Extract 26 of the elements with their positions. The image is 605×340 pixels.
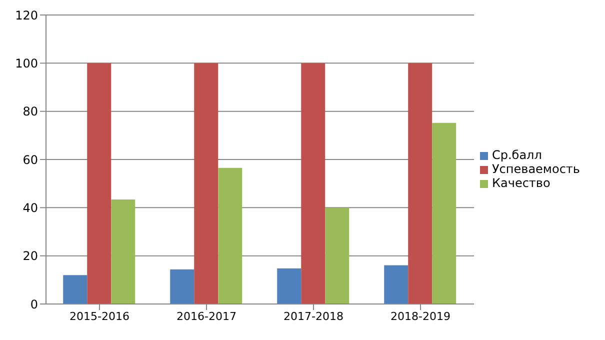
y-tick-label: 20 xyxy=(22,249,38,264)
bar xyxy=(87,63,112,304)
y-tick-label: 0 xyxy=(30,297,38,312)
bar xyxy=(432,122,456,304)
legend-label: Успеваемость xyxy=(492,162,580,176)
bar xyxy=(63,275,88,304)
bar xyxy=(301,63,326,304)
bar xyxy=(384,265,408,304)
bar xyxy=(170,269,194,304)
x-tick-label: 2016-2017 xyxy=(176,310,236,323)
bar xyxy=(194,63,218,304)
x-tick-label: 2017-2018 xyxy=(284,310,344,323)
legend-label: Качество xyxy=(492,176,550,190)
x-tick-label: 2015-2016 xyxy=(70,310,130,323)
y-tick-label: 80 xyxy=(22,104,38,119)
y-tick-label: 100 xyxy=(15,56,38,70)
bar xyxy=(277,268,302,304)
bar xyxy=(325,208,350,304)
bar xyxy=(408,63,432,304)
y-tick-label: 120 xyxy=(15,8,38,22)
legend-label: Ср.балл xyxy=(492,148,542,162)
x-tick-label: 2018-2019 xyxy=(390,310,450,323)
y-tick-label: 40 xyxy=(22,200,38,215)
y-tick-label: 60 xyxy=(22,152,38,167)
bar xyxy=(218,168,242,304)
bar xyxy=(111,199,136,304)
